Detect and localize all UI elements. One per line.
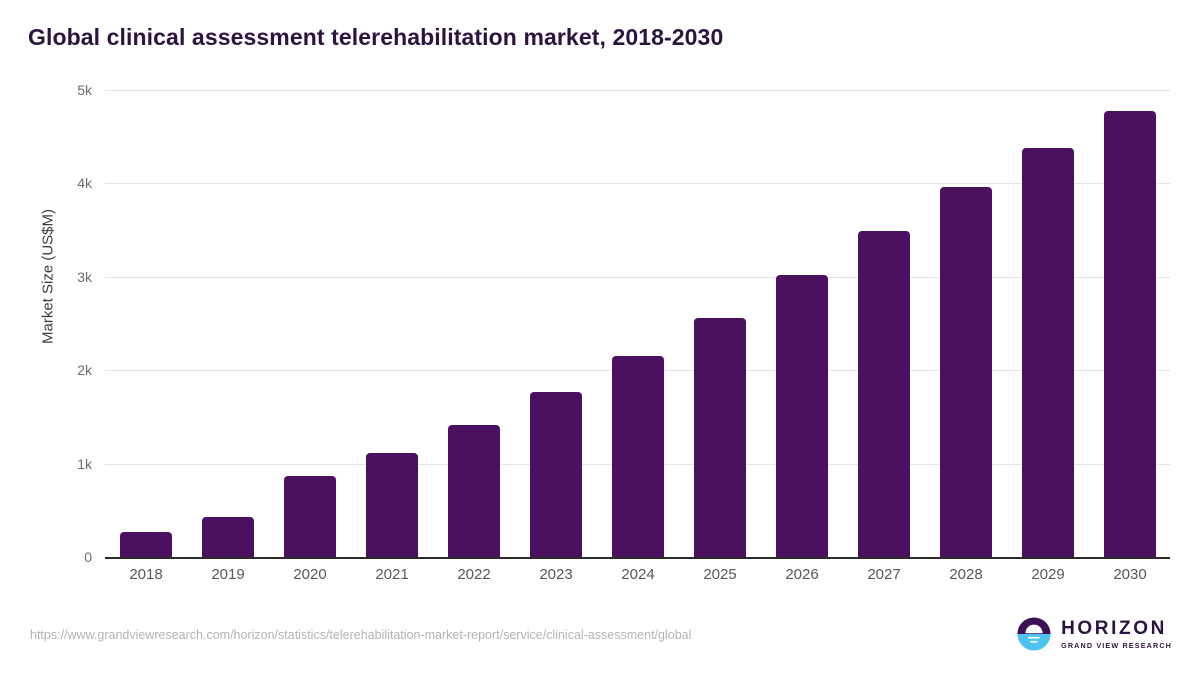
- y-axis-tick-label: 4k: [77, 175, 92, 192]
- bar-slot: [269, 80, 351, 557]
- bar-slot: [925, 80, 1007, 557]
- bar[interactable]: [612, 355, 664, 557]
- logo-primary-text: HORIZON: [1061, 617, 1167, 639]
- x-axis-tick-label: 2018: [129, 566, 163, 583]
- horizon-sunset-circle-icon: [1017, 617, 1051, 651]
- gridline: [105, 183, 1170, 185]
- bar-slot: [515, 80, 597, 557]
- bar-slot: [679, 80, 761, 557]
- chart-footer: https://www.grandviewresearch.com/horizo…: [0, 600, 1200, 675]
- y-axis-tick-label: 2k: [77, 362, 92, 379]
- x-axis-tick-label: 2029: [1031, 566, 1065, 583]
- logo-secondary-text: GRAND VIEW RESEARCH: [1061, 640, 1172, 650]
- y-axis-tick-label: 0: [84, 549, 92, 565]
- bar[interactable]: [1104, 110, 1156, 557]
- x-axis-tick-label: 2021: [375, 566, 409, 583]
- bar-slot: [187, 80, 269, 557]
- bar-series: [105, 80, 1170, 557]
- bar[interactable]: [284, 475, 336, 557]
- bar-slot: [1007, 80, 1089, 557]
- y-axis-tick-label: 3k: [77, 268, 92, 285]
- x-axis-tick-label: 2022: [457, 566, 491, 583]
- gridline: [105, 90, 1170, 91]
- y-axis-tick-label: 5k: [77, 82, 92, 98]
- bar-slot: [433, 80, 515, 557]
- bar[interactable]: [366, 452, 418, 557]
- x-axis-tick-label: 2030: [1113, 566, 1147, 583]
- x-axis-tick-label: 2020: [293, 566, 327, 583]
- bar-slot: [843, 80, 925, 557]
- horizon-logo[interactable]: HORIZON GRAND VIEW RESEARCH: [1016, 616, 1172, 652]
- x-axis-tick-label: 2019: [211, 566, 245, 583]
- chart-plot-area: Market Size (US$M) 0 1k 2k 3k 4k 5k 2018 2019 2…: [40, 80, 1170, 583]
- bar-slot: [1089, 80, 1171, 557]
- x-axis-tick-label: 2025: [703, 566, 737, 583]
- y-axis-tick-label: 1k: [77, 455, 92, 472]
- bar-slot: [351, 80, 433, 557]
- bar[interactable]: [202, 516, 254, 557]
- x-axis-tick-label: 2026: [785, 566, 819, 583]
- bar[interactable]: [776, 274, 828, 557]
- bar[interactable]: [858, 230, 910, 557]
- gridline: [105, 276, 1170, 278]
- x-axis-tick-label: 2027: [867, 566, 901, 583]
- bar[interactable]: [530, 391, 582, 557]
- x-axis-tick-label: 2024: [621, 566, 655, 583]
- x-axis-tick-label: 2023: [539, 566, 573, 583]
- bar[interactable]: [120, 531, 172, 557]
- bar[interactable]: [694, 317, 746, 557]
- source-url[interactable]: https://www.grandviewresearch.com/horizo…: [30, 628, 692, 642]
- bar-slot: [105, 80, 187, 557]
- bar-slot: [761, 80, 843, 557]
- page-title: Global clinical assessment telerehabilit…: [28, 24, 724, 50]
- bar[interactable]: [448, 424, 500, 557]
- logo-wordmark: HORIZON GRAND VIEW RESEARCH: [1061, 619, 1172, 649]
- x-axis-line: [105, 557, 1170, 559]
- x-axis-tick-label: 2028: [949, 566, 983, 583]
- bar-slot: [597, 80, 679, 557]
- bar[interactable]: [940, 186, 992, 557]
- bar[interactable]: [1022, 147, 1074, 557]
